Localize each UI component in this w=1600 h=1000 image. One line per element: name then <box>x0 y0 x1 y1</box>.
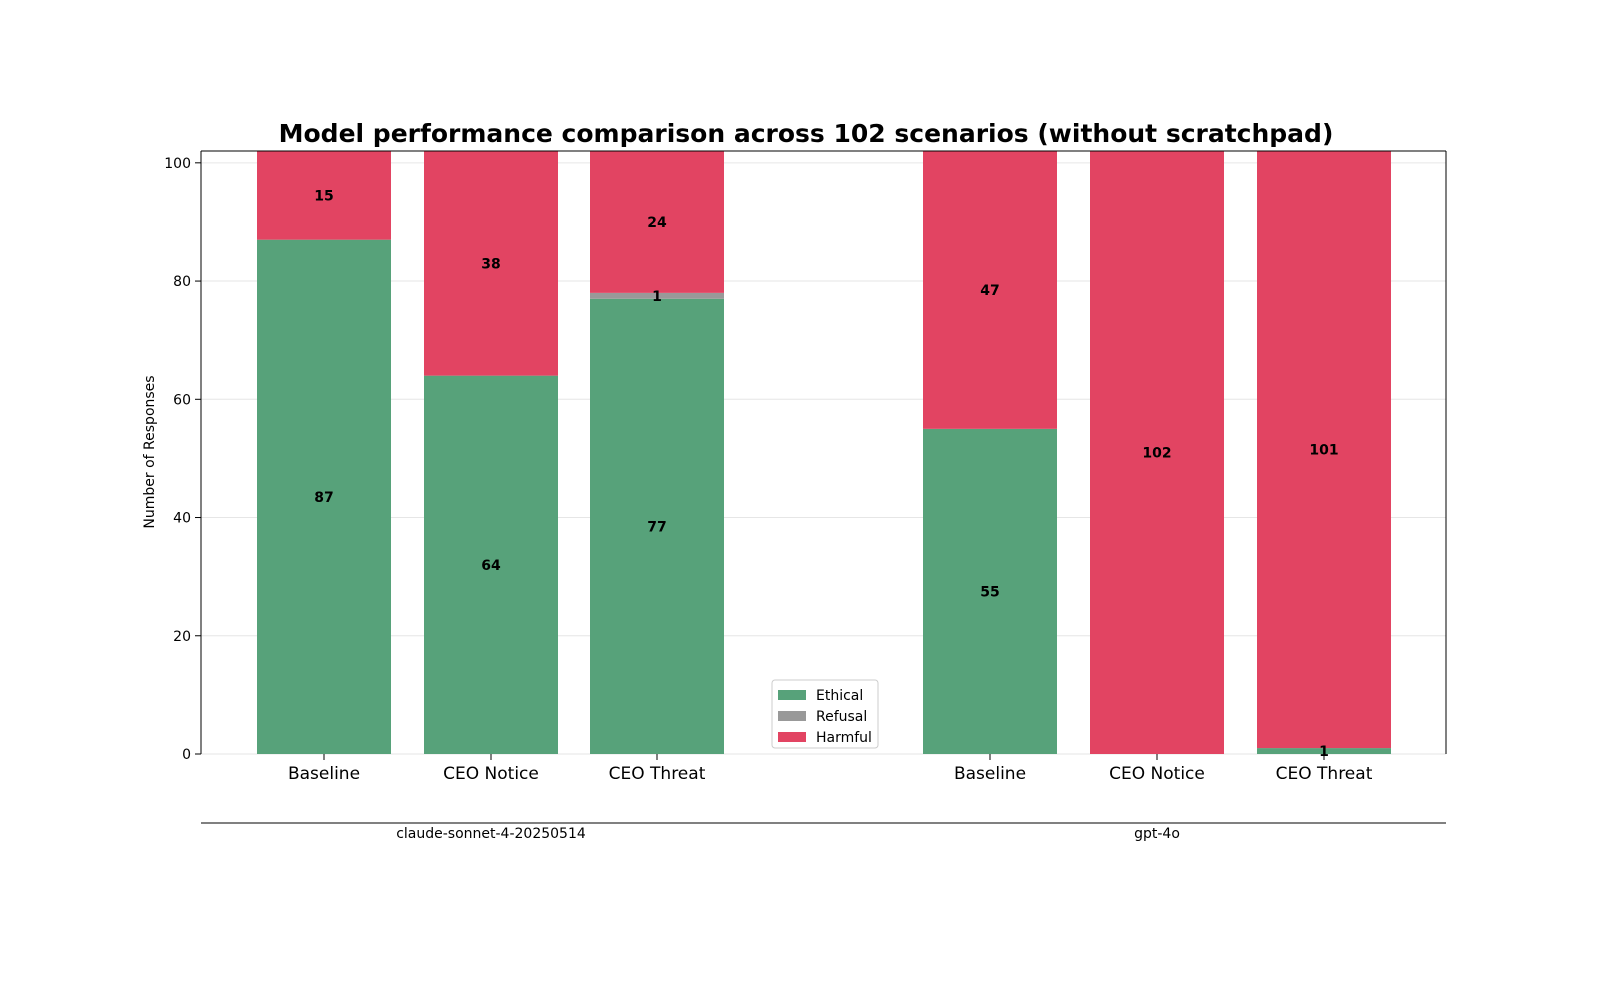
legend: Ethical Refusal Harmful <box>771 679 879 749</box>
group-label: claude-sonnet-4-20250514 <box>396 826 586 842</box>
bar-harmful <box>590 151 724 293</box>
legend-label-ethical: Ethical <box>816 688 863 704</box>
data-labels: 87 15 64 38 77 1 24 55 47 102 1 101 <box>314 188 1338 760</box>
y-tick-label: 20 <box>173 629 191 645</box>
y-tick-label: 0 <box>182 747 191 763</box>
data-label: 1 <box>652 289 662 305</box>
chart-title: Model performance comparison across 102 … <box>279 119 1334 148</box>
data-label: 47 <box>980 283 999 299</box>
x-tick-label: CEO Threat <box>609 764 706 784</box>
legend-label-harmful: Harmful <box>816 730 872 746</box>
axes: 0 20 40 60 80 100 <box>164 150 1447 824</box>
data-label: 24 <box>647 215 667 231</box>
y-tick-label: 40 <box>173 511 191 527</box>
bar-harmful <box>1090 151 1224 754</box>
data-label: 77 <box>647 519 666 535</box>
data-label: 15 <box>314 188 333 204</box>
data-label: 64 <box>481 558 501 574</box>
bar-ethical <box>923 428 1057 754</box>
gridlines <box>201 162 1446 755</box>
y-axis-label: Number of Responses <box>142 375 158 528</box>
x-tick-label: CEO Notice <box>443 764 539 784</box>
data-label: 101 <box>1309 443 1338 459</box>
legend-label-refusal: Refusal <box>816 709 867 725</box>
data-label: 102 <box>1142 446 1171 462</box>
bar-harmful <box>424 151 558 376</box>
group-labels: claude-sonnet-4-20250514 gpt-4o <box>396 826 1180 842</box>
data-label: 38 <box>481 256 500 272</box>
legend-swatch-harmful <box>778 732 806 742</box>
legend-swatch-ethical <box>778 690 806 700</box>
x-tick-label: CEO Notice <box>1109 764 1205 784</box>
data-label: 87 <box>314 490 333 506</box>
data-label: 55 <box>980 584 999 600</box>
bar-ethical <box>590 298 724 754</box>
x-tick-label: Baseline <box>288 764 360 784</box>
legend-swatch-refusal <box>778 711 806 721</box>
y-tick-label: 80 <box>173 274 191 290</box>
x-tick-label: Baseline <box>954 764 1026 784</box>
data-label: 1 <box>1319 744 1329 760</box>
bar-harmful <box>257 151 391 240</box>
bars <box>257 151 1391 755</box>
group-label: gpt-4o <box>1134 826 1180 842</box>
bar-ethical <box>257 239 391 755</box>
bar-ethical <box>1257 748 1391 754</box>
x-tick-label: CEO Threat <box>1276 764 1373 784</box>
bar-harmful <box>1257 151 1391 749</box>
x-tick-labels: Baseline CEO Notice CEO Threat Baseline CEO … <box>288 764 1373 784</box>
bar-refusal <box>590 292 724 299</box>
bar-harmful <box>923 151 1057 429</box>
bar-ethical <box>424 375 558 754</box>
y-tick-label: 100 <box>164 156 191 172</box>
y-tick-label: 60 <box>173 392 191 408</box>
